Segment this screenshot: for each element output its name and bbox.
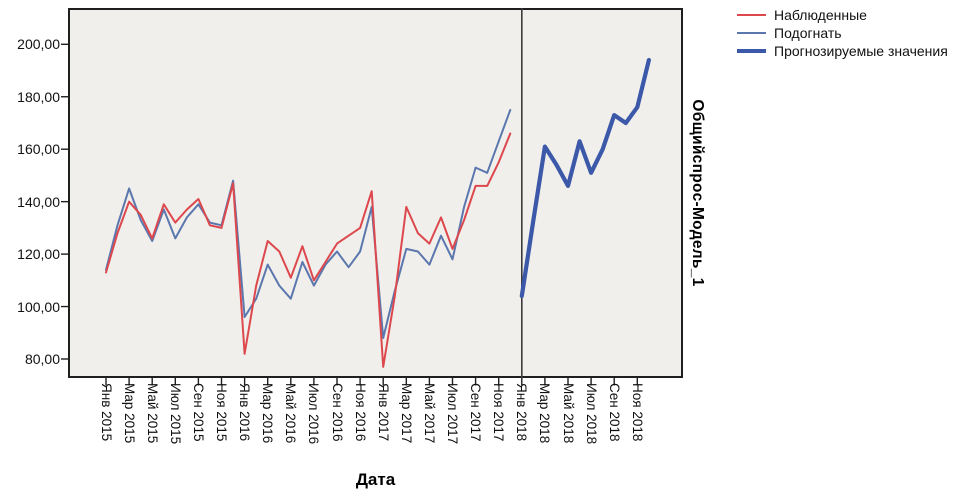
legend-item-forecast: Прогнозируемые значения [737, 42, 948, 60]
model-label: Общийспрос-Модель_1 [689, 99, 706, 287]
x-tick-label: Май 2018 [560, 383, 576, 444]
y-tick-label: 140,00 [17, 193, 60, 210]
series-line-observed [105, 132, 512, 368]
x-tick-label: Мар 2016 [260, 383, 276, 444]
x-tick-label: Ноя 2018 [629, 383, 645, 442]
x-tick-label: Мар 2018 [537, 383, 553, 444]
y-tick-label: 200,00 [17, 36, 60, 53]
x-tick-label: Сен 2017 [468, 383, 484, 442]
x-tick-label: Июл 2018 [583, 383, 599, 445]
x-tick-label: Июл 2016 [306, 383, 322, 445]
x-tick-label: Мар 2015 [121, 383, 137, 444]
x-tick-label: Май 2016 [283, 383, 299, 444]
x-tick-label: Янв 2018 [514, 383, 530, 442]
x-tick-label: Мар 2017 [398, 383, 414, 444]
legend-swatch-fit [737, 32, 766, 34]
y-tick-label: 180,00 [17, 88, 60, 105]
x-tick-label: Ноя 2016 [352, 383, 368, 442]
series-line-fit [105, 108, 512, 339]
legend-swatch-observed [737, 14, 766, 16]
x-tick-label: Май 2015 [144, 383, 160, 444]
x-tick-label: Ноя 2017 [491, 383, 507, 442]
x-tick-label: Ноя 2015 [214, 383, 229, 442]
x-tick-label: Июл 2017 [445, 383, 460, 445]
x-tick-label: Сен 2016 [329, 383, 345, 442]
y-tick-label: 100,00 [17, 298, 60, 315]
plot-area [61, 8, 683, 386]
legend-swatch-forecast [737, 49, 766, 53]
x-tick-label: Сен 2018 [606, 383, 622, 442]
x-tick-label: Май 2017 [421, 383, 437, 444]
legend-item-observed: Наблюденные [737, 6, 948, 24]
plot-background [68, 8, 683, 378]
x-tick-label: Янв 2016 [237, 383, 253, 442]
series-line-forecast [519, 57, 652, 299]
x-axis-title: Дата [355, 470, 396, 489]
legend-label: Прогнозируемые значения [774, 43, 948, 59]
y-tick-label: 120,00 [17, 246, 60, 263]
y-tick-label: 160,00 [17, 141, 60, 158]
y-tick-label: 80,00 [24, 351, 60, 367]
legend-label: Наблюденные [774, 7, 867, 23]
x-tick-label: Июл 2015 [167, 383, 183, 445]
legend: Наблюденные Подогнать Прогнозируемые значе… [737, 6, 948, 60]
x-tick-label: Янв 2015 [98, 383, 114, 442]
x-tick-label: Янв 2017 [375, 383, 391, 442]
legend-label: Подогнать [774, 25, 842, 41]
legend-item-fit: Подогнать [737, 24, 948, 42]
x-tick-label: Сен 2015 [190, 383, 206, 442]
